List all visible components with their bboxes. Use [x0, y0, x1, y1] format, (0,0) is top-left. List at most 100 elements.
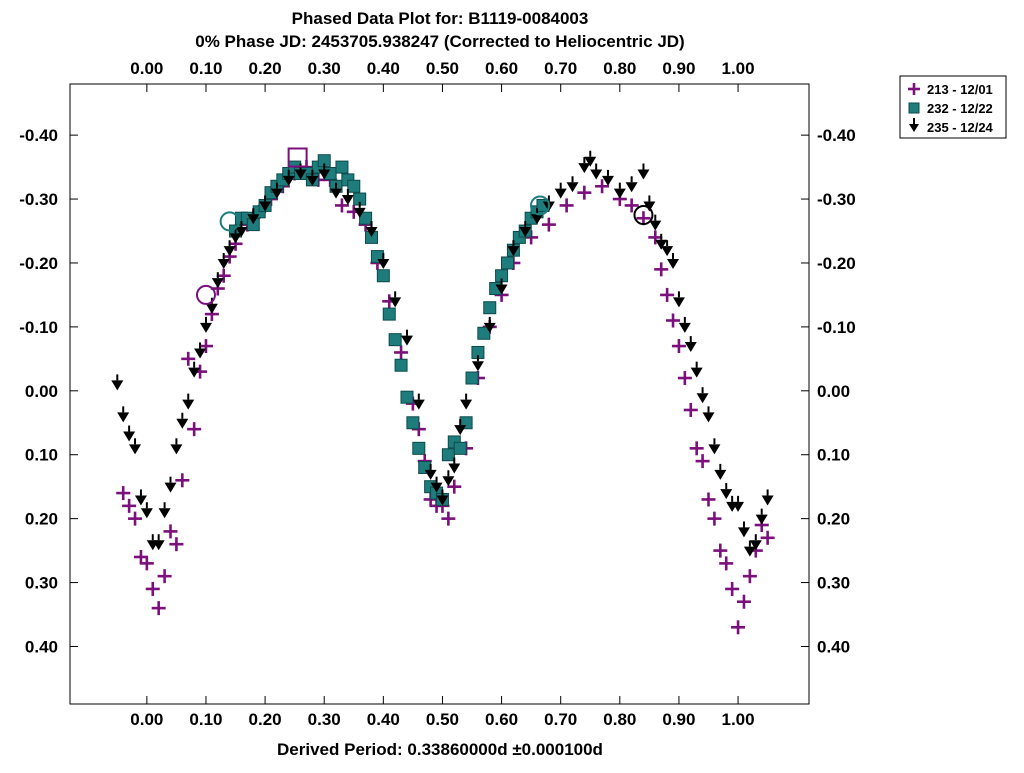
data-point [430, 476, 443, 493]
x-tick-label-top: 0.60 [485, 59, 518, 78]
data-point [306, 169, 319, 186]
data-point [406, 416, 420, 430]
data-point [389, 291, 402, 308]
data-point [654, 262, 669, 277]
data-point [554, 182, 567, 199]
data-point [678, 316, 691, 333]
data-point [282, 169, 295, 186]
data-point [441, 511, 456, 526]
data-point [637, 163, 650, 180]
data-point [205, 297, 218, 314]
data-point [341, 189, 354, 206]
open-marker [530, 195, 551, 216]
data-point [376, 269, 390, 283]
data-point [436, 489, 449, 506]
data-point [441, 448, 455, 462]
x-tick-label-top: 0.70 [544, 59, 577, 78]
x-tick-label-bottom: 0.70 [544, 710, 577, 729]
y-tick-label-right: -0.10 [817, 318, 856, 337]
data-point [151, 601, 166, 616]
legend: 213 - 12/01 232 - 12/22 235 - 12/24 [899, 75, 1007, 139]
data-point [749, 534, 762, 551]
data-point [176, 412, 189, 429]
data-point [672, 291, 685, 308]
y-tick-label-right: -0.40 [817, 126, 856, 145]
x-tick-label-top: 0.40 [367, 59, 400, 78]
data-point [164, 476, 177, 493]
data-point [330, 182, 343, 199]
series-2 [111, 150, 774, 557]
legend-label: 235 - 12/24 [927, 120, 994, 135]
data-point [713, 543, 728, 558]
y-tick-label-right: 0.40 [817, 637, 850, 656]
y-tick-label-left: -0.30 [19, 190, 58, 209]
data-point [507, 240, 520, 257]
x-tick-label-top: 0.90 [662, 59, 695, 78]
data-point [442, 470, 455, 487]
data-point [318, 163, 331, 180]
data-point [471, 355, 484, 372]
legend-marker [908, 83, 920, 95]
data-point [714, 463, 727, 480]
legend-marker [908, 102, 920, 114]
data-point [134, 489, 147, 506]
data-point [216, 268, 231, 283]
data-point [424, 463, 437, 480]
data-point [755, 508, 768, 525]
open-marker [219, 211, 240, 232]
data-point [170, 438, 183, 455]
data-point [613, 182, 626, 199]
data-point [566, 176, 579, 193]
y-tick-label-left: 0.40 [25, 637, 58, 656]
legend-label: 213 - 12/01 [927, 82, 993, 97]
data-point [117, 406, 130, 423]
data-point [122, 498, 137, 513]
chart-subtitle: 0% Phase JD: 2453705.938247 (Corrected t… [195, 32, 684, 51]
data-point [365, 221, 378, 238]
data-point [743, 540, 756, 557]
data-point [394, 358, 408, 372]
data-point [152, 534, 165, 551]
data-point [158, 502, 171, 519]
data-point [198, 339, 213, 354]
data-point [625, 176, 638, 193]
x-tick-label-top: 0.00 [130, 59, 163, 78]
data-point [400, 329, 413, 346]
data-point [139, 556, 154, 571]
data-point [483, 316, 496, 333]
data-point [454, 419, 467, 436]
data-point [690, 361, 703, 378]
data-point [660, 287, 675, 302]
data-point [448, 457, 461, 474]
data-point [696, 387, 709, 404]
data-point [400, 390, 414, 404]
data-point [702, 406, 715, 423]
data-point [145, 581, 160, 596]
y-tick-label-right: -0.20 [817, 254, 856, 273]
data-point [667, 252, 680, 269]
axis-ticks: 0.00 0.00 0.10 0.10 0.20 0.20 0.30 0.30 0.40 0.40… [19, 59, 856, 729]
data-point [217, 252, 230, 269]
y-tick-label-right: 0.10 [817, 446, 850, 465]
data-point [235, 221, 248, 238]
data-point [359, 211, 373, 225]
data-point [465, 371, 479, 385]
data-point [460, 393, 473, 410]
x-tick-label-bottom: 0.80 [603, 710, 636, 729]
data-point [495, 278, 508, 295]
chart-title: Phased Data Plot for: B1119-0084003 [292, 9, 589, 28]
x-tick-label-top: 0.20 [249, 59, 282, 78]
data-point [742, 569, 757, 584]
data-point [382, 307, 396, 321]
y-tick-label-left: 0.30 [25, 574, 58, 593]
y-tick-label-left: -0.40 [19, 126, 58, 145]
data-point [194, 342, 207, 359]
data-point [719, 556, 734, 571]
data-point [169, 537, 184, 552]
x-tick-label-bottom: 0.00 [130, 710, 163, 729]
data-point [725, 581, 740, 596]
x-tick-label-bottom: 0.30 [308, 710, 341, 729]
data-point [223, 240, 236, 257]
open-marker [633, 205, 654, 226]
data-point [140, 502, 153, 519]
